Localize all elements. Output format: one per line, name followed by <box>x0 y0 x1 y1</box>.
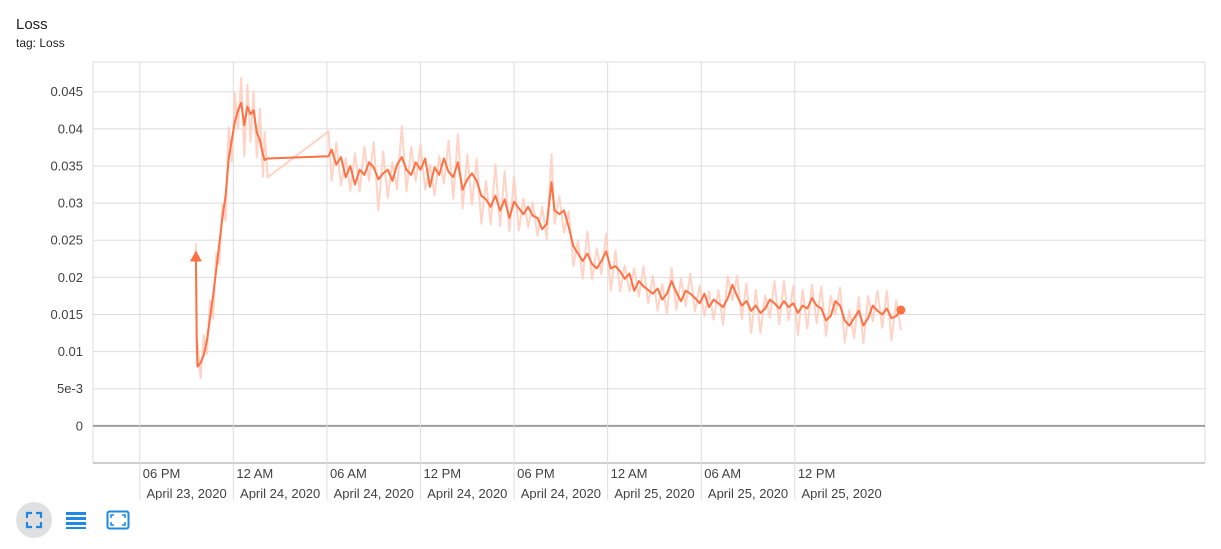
y-tick-label: 0.035 <box>50 158 83 173</box>
y-tick-label: 0.045 <box>50 84 83 99</box>
loss-chart: 06 PM 12 AM 06 AM 12 PM 06 PM 12 AM 06 AM 12 PM… <box>50 61 1206 500</box>
x-tick-date-label: April 25, 2020 <box>614 486 694 500</box>
x-tick-time-label: 12 AM <box>236 466 273 481</box>
y-tick-label: 0.03 <box>58 196 83 211</box>
y-tick-label: 0 <box>76 418 83 433</box>
chart-toolbar <box>16 502 136 538</box>
x-tick-time-label: 12 PM <box>798 466 836 481</box>
x-tick-date-label: April 24, 2020 <box>240 486 320 500</box>
expand-button[interactable] <box>100 502 136 538</box>
y-tick-label: 0.01 <box>58 344 83 359</box>
series-end-marker <box>896 305 906 315</box>
y-tick-label: 0.02 <box>58 270 83 285</box>
x-axis: 06 PM 12 AM 06 AM 12 PM 06 PM 12 AM 06 AM 12 PM… <box>139 463 882 500</box>
x-tick-time-label: 06 PM <box>517 466 555 481</box>
x-tick-time-label: 12 AM <box>611 466 648 481</box>
x-tick-time-label: 06 PM <box>143 466 181 481</box>
fit-domain-icon <box>25 511 43 529</box>
x-tick-date-label: April 25, 2020 <box>801 486 881 500</box>
smoothed-loss-line <box>194 101 902 368</box>
log-scale-icon <box>66 512 86 529</box>
x-tick-date-label: April 24, 2020 <box>521 486 601 500</box>
chart-tag: tag: Loss <box>16 36 65 50</box>
chart-title: Loss <box>16 16 48 33</box>
y-tick-label: 0.04 <box>58 121 83 136</box>
x-tick-date-label: April 23, 2020 <box>146 486 226 500</box>
y-axis: 0.045 0.04 0.035 0.03 0.025 0.02 0.015 0.01 5e-3… <box>50 84 83 433</box>
fit-domain-button[interactable] <box>16 502 52 538</box>
y-tick-label: 0.025 <box>50 233 83 248</box>
log-scale-button[interactable] <box>58 502 94 538</box>
series-start-marker <box>189 250 202 262</box>
x-tick-date-label: April 25, 2020 <box>708 486 788 500</box>
x-tick-date-label: April 24, 2020 <box>334 486 414 500</box>
y-tick-label: 0.015 <box>50 307 83 322</box>
smoothed-series-layer <box>189 101 906 368</box>
x-tick-time-label: 12 PM <box>424 466 462 481</box>
x-tick-time-label: 06 AM <box>330 466 367 481</box>
x-tick-date-label: April 24, 2020 <box>427 486 507 500</box>
x-tick-time-label: 06 AM <box>704 466 741 481</box>
expand-icon <box>106 510 130 530</box>
y-tick-label: 5e-3 <box>57 381 83 396</box>
